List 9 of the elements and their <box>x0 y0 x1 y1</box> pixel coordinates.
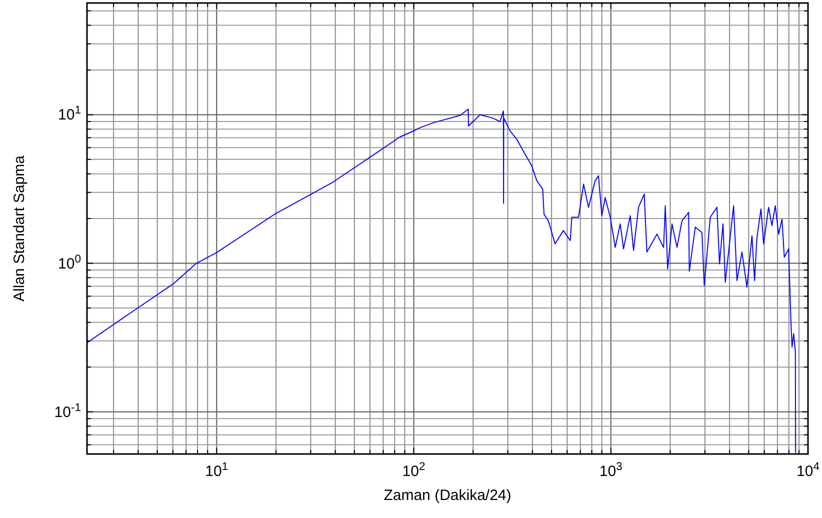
y-tick-label: 10$^{-1}$ <box>54 402 81 421</box>
y-axis-title: Allan Standart Sapma <box>11 154 28 302</box>
x-tick-label: 10$^{3}$ <box>599 461 622 480</box>
y-tick-label: 10$^{0}$ <box>58 253 81 272</box>
x-axis-title: Zaman (Dakika/24) <box>384 487 512 504</box>
x-tick-label: 10$^{4}$ <box>796 461 820 480</box>
x-tick-label: 10$^{2}$ <box>402 461 426 480</box>
x-tick-label: 10$^{1}$ <box>205 461 228 480</box>
y-tick-label: 10$^{1}$ <box>58 104 81 124</box>
